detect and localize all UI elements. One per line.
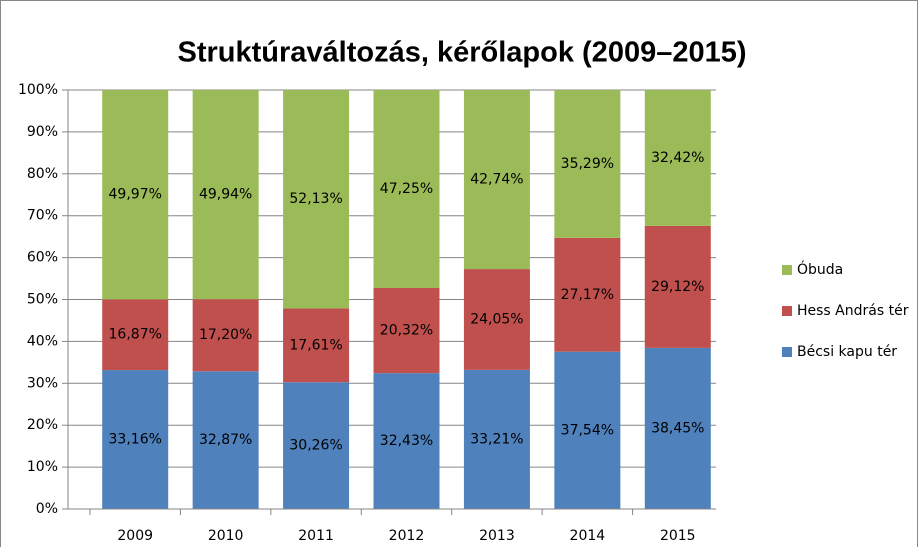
data-label: 32,43% xyxy=(380,433,433,449)
data-label: 47,25% xyxy=(380,181,433,197)
chart-title: Struktúraváltozás, kérőlapok (2009–2015) xyxy=(178,37,747,69)
y-tick-label: 40% xyxy=(27,333,58,349)
legend-swatch xyxy=(782,265,792,275)
bar-segment xyxy=(192,299,259,372)
data-label: 35,29% xyxy=(561,156,614,172)
data-label: 30,26% xyxy=(289,438,342,454)
bar-segment xyxy=(373,373,440,509)
data-label: 49,94% xyxy=(199,187,252,203)
data-label: 38,45% xyxy=(651,420,704,436)
y-tick-label: 70% xyxy=(27,208,58,224)
data-label: 17,61% xyxy=(289,337,342,353)
data-label: 27,17% xyxy=(561,287,614,303)
y-tick-label: 90% xyxy=(27,124,58,140)
legend-swatch xyxy=(782,347,792,357)
bar-segment xyxy=(554,90,621,238)
bar-segment xyxy=(373,287,440,374)
data-label: 16,87% xyxy=(109,327,162,343)
bar-segment xyxy=(283,308,350,383)
bar-segment xyxy=(644,347,711,509)
bar-segment xyxy=(102,370,169,509)
x-tick-label: 2010 xyxy=(208,528,244,544)
data-label: 17,20% xyxy=(199,327,252,343)
bar-segment xyxy=(554,351,621,509)
bar-segment xyxy=(373,90,440,288)
x-tick-label: 2009 xyxy=(117,528,153,544)
y-tick-label: 80% xyxy=(27,166,58,182)
y-tick-label: 20% xyxy=(27,417,58,433)
bar-segment xyxy=(644,90,711,226)
y-tick-label: 10% xyxy=(27,459,58,475)
data-label: 33,21% xyxy=(470,431,523,447)
y-tick-label: 50% xyxy=(27,292,58,308)
bar-segment xyxy=(554,237,621,352)
bar-segment xyxy=(463,90,530,270)
legend-label: Bécsi kapu tér xyxy=(797,344,897,360)
x-tick-label: 2015 xyxy=(660,528,696,544)
data-label: 42,74% xyxy=(470,172,523,188)
bar-segment xyxy=(102,90,169,300)
data-label: 32,87% xyxy=(199,432,252,448)
data-label: 24,05% xyxy=(470,311,523,327)
y-tick-label: 60% xyxy=(27,250,58,266)
data-label: 37,54% xyxy=(561,422,614,438)
x-tick-label: 2013 xyxy=(479,528,515,544)
bar-segment xyxy=(463,269,530,370)
legend-label: Hess András tér xyxy=(797,303,909,319)
x-tick-label: 2014 xyxy=(570,528,606,544)
bar-segment xyxy=(192,371,259,509)
bar-segment xyxy=(192,89,259,300)
data-label: 49,97% xyxy=(109,187,162,203)
data-label: 29,12% xyxy=(651,279,704,295)
bar-segment xyxy=(463,369,530,509)
legend-label: Óbuda xyxy=(797,260,843,278)
x-tick-label: 2011 xyxy=(298,528,334,544)
data-label: 32,42% xyxy=(651,150,704,166)
data-label: 52,13% xyxy=(289,191,342,207)
y-tick-label: 0% xyxy=(36,501,58,517)
bar-segment xyxy=(102,299,169,371)
bar-segment xyxy=(283,90,350,309)
legend-swatch xyxy=(782,306,792,316)
y-tick-label: 30% xyxy=(27,375,58,391)
x-tick-label: 2012 xyxy=(389,528,425,544)
bar-segment xyxy=(283,382,350,509)
data-label: 33,16% xyxy=(109,432,162,448)
bar-segment xyxy=(644,225,711,348)
y-tick-label: 100% xyxy=(18,82,58,98)
data-label: 20,32% xyxy=(380,323,433,339)
